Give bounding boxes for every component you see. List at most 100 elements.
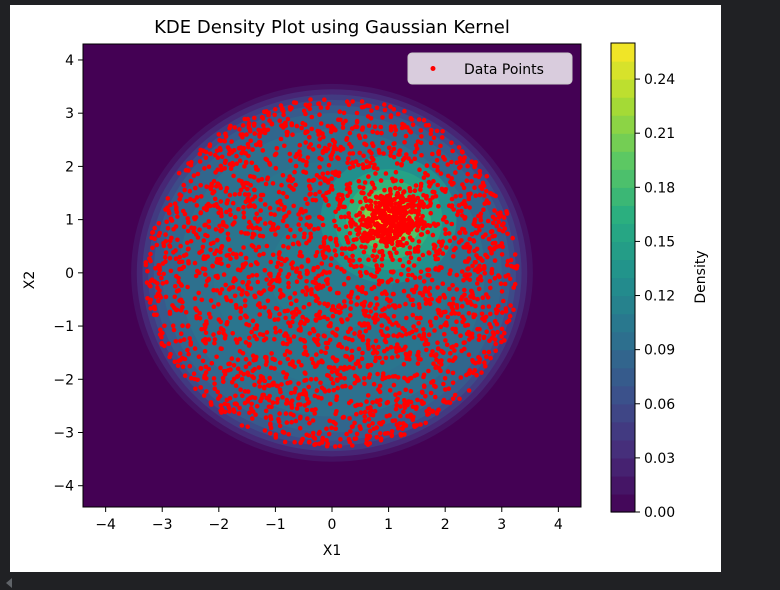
data-point bbox=[266, 309, 272, 314]
data-point bbox=[283, 411, 289, 416]
data-point bbox=[191, 371, 197, 377]
data-point bbox=[371, 381, 377, 387]
data-point bbox=[245, 399, 250, 404]
data-point bbox=[393, 406, 399, 412]
data-point bbox=[281, 370, 286, 375]
data-point bbox=[292, 233, 297, 239]
data-point bbox=[420, 252, 426, 258]
data-point bbox=[396, 152, 401, 157]
data-point bbox=[256, 365, 262, 370]
data-point bbox=[473, 303, 478, 309]
data-point bbox=[338, 309, 343, 315]
data-point bbox=[374, 195, 380, 200]
data-point bbox=[360, 334, 366, 339]
data-point bbox=[464, 331, 470, 337]
data-point bbox=[328, 401, 333, 407]
data-point bbox=[232, 125, 238, 130]
data-point bbox=[329, 425, 334, 431]
data-point bbox=[322, 301, 327, 307]
data-point bbox=[303, 196, 308, 202]
data-point bbox=[285, 129, 290, 135]
data-point bbox=[283, 213, 289, 219]
data-point bbox=[358, 199, 363, 205]
data-point bbox=[348, 385, 353, 390]
data-point bbox=[402, 140, 407, 145]
data-point bbox=[414, 404, 419, 410]
data-point bbox=[280, 173, 286, 178]
data-point bbox=[462, 155, 467, 160]
data-point bbox=[339, 251, 345, 257]
data-point bbox=[423, 420, 429, 426]
data-point bbox=[290, 241, 296, 247]
data-point bbox=[240, 351, 246, 356]
data-point bbox=[445, 162, 451, 167]
data-point bbox=[391, 229, 397, 234]
data-point bbox=[225, 402, 231, 408]
scroll-left-arrow-icon[interactable] bbox=[6, 578, 12, 588]
data-point bbox=[408, 375, 414, 381]
data-point bbox=[211, 189, 217, 194]
data-point bbox=[296, 222, 302, 227]
data-point bbox=[145, 268, 150, 274]
data-point bbox=[144, 280, 150, 285]
data-point bbox=[347, 151, 353, 156]
data-point bbox=[307, 102, 313, 107]
data-point bbox=[204, 184, 209, 189]
data-point bbox=[310, 418, 316, 423]
data-point bbox=[442, 157, 448, 162]
data-point bbox=[227, 395, 233, 401]
data-point bbox=[232, 220, 237, 225]
data-point bbox=[393, 345, 398, 351]
data-point bbox=[408, 159, 414, 164]
data-point bbox=[395, 239, 400, 245]
data-point bbox=[495, 329, 500, 335]
data-point bbox=[296, 381, 301, 386]
data-point bbox=[380, 360, 385, 365]
data-point bbox=[235, 357, 241, 363]
data-point bbox=[378, 436, 384, 441]
colorbar-band bbox=[611, 79, 635, 98]
data-point bbox=[317, 137, 323, 142]
x-tick-label: −4 bbox=[95, 517, 116, 533]
data-point bbox=[359, 105, 365, 110]
data-point bbox=[450, 326, 456, 332]
data-point bbox=[240, 393, 245, 399]
data-point bbox=[222, 138, 228, 144]
data-point bbox=[321, 333, 327, 339]
data-point bbox=[173, 339, 179, 344]
data-point bbox=[206, 224, 212, 230]
data-point bbox=[489, 229, 495, 234]
data-point bbox=[347, 130, 353, 136]
data-point bbox=[273, 306, 279, 311]
data-point bbox=[219, 287, 225, 292]
data-point bbox=[426, 332, 432, 338]
data-point bbox=[401, 189, 407, 194]
data-point bbox=[369, 286, 375, 292]
data-point bbox=[367, 192, 372, 197]
data-point bbox=[188, 178, 194, 184]
data-point bbox=[208, 151, 213, 156]
data-point bbox=[224, 253, 230, 258]
data-point bbox=[387, 413, 392, 418]
data-point bbox=[185, 323, 191, 328]
data-point bbox=[376, 200, 382, 206]
data-point bbox=[443, 231, 448, 237]
data-point bbox=[441, 309, 446, 315]
data-point bbox=[344, 431, 349, 437]
data-point bbox=[356, 287, 362, 293]
data-point bbox=[243, 180, 249, 186]
data-point bbox=[406, 267, 411, 272]
data-point bbox=[394, 161, 400, 166]
data-point bbox=[275, 317, 281, 322]
data-point bbox=[244, 132, 249, 137]
data-point bbox=[304, 240, 309, 246]
legend-box bbox=[407, 52, 573, 85]
data-point bbox=[510, 235, 515, 241]
data-point bbox=[400, 218, 405, 224]
data-point bbox=[403, 133, 409, 139]
data-point bbox=[263, 221, 268, 226]
data-point bbox=[447, 286, 452, 292]
data-point bbox=[174, 307, 180, 313]
data-point bbox=[362, 180, 368, 185]
data-point bbox=[412, 424, 418, 430]
